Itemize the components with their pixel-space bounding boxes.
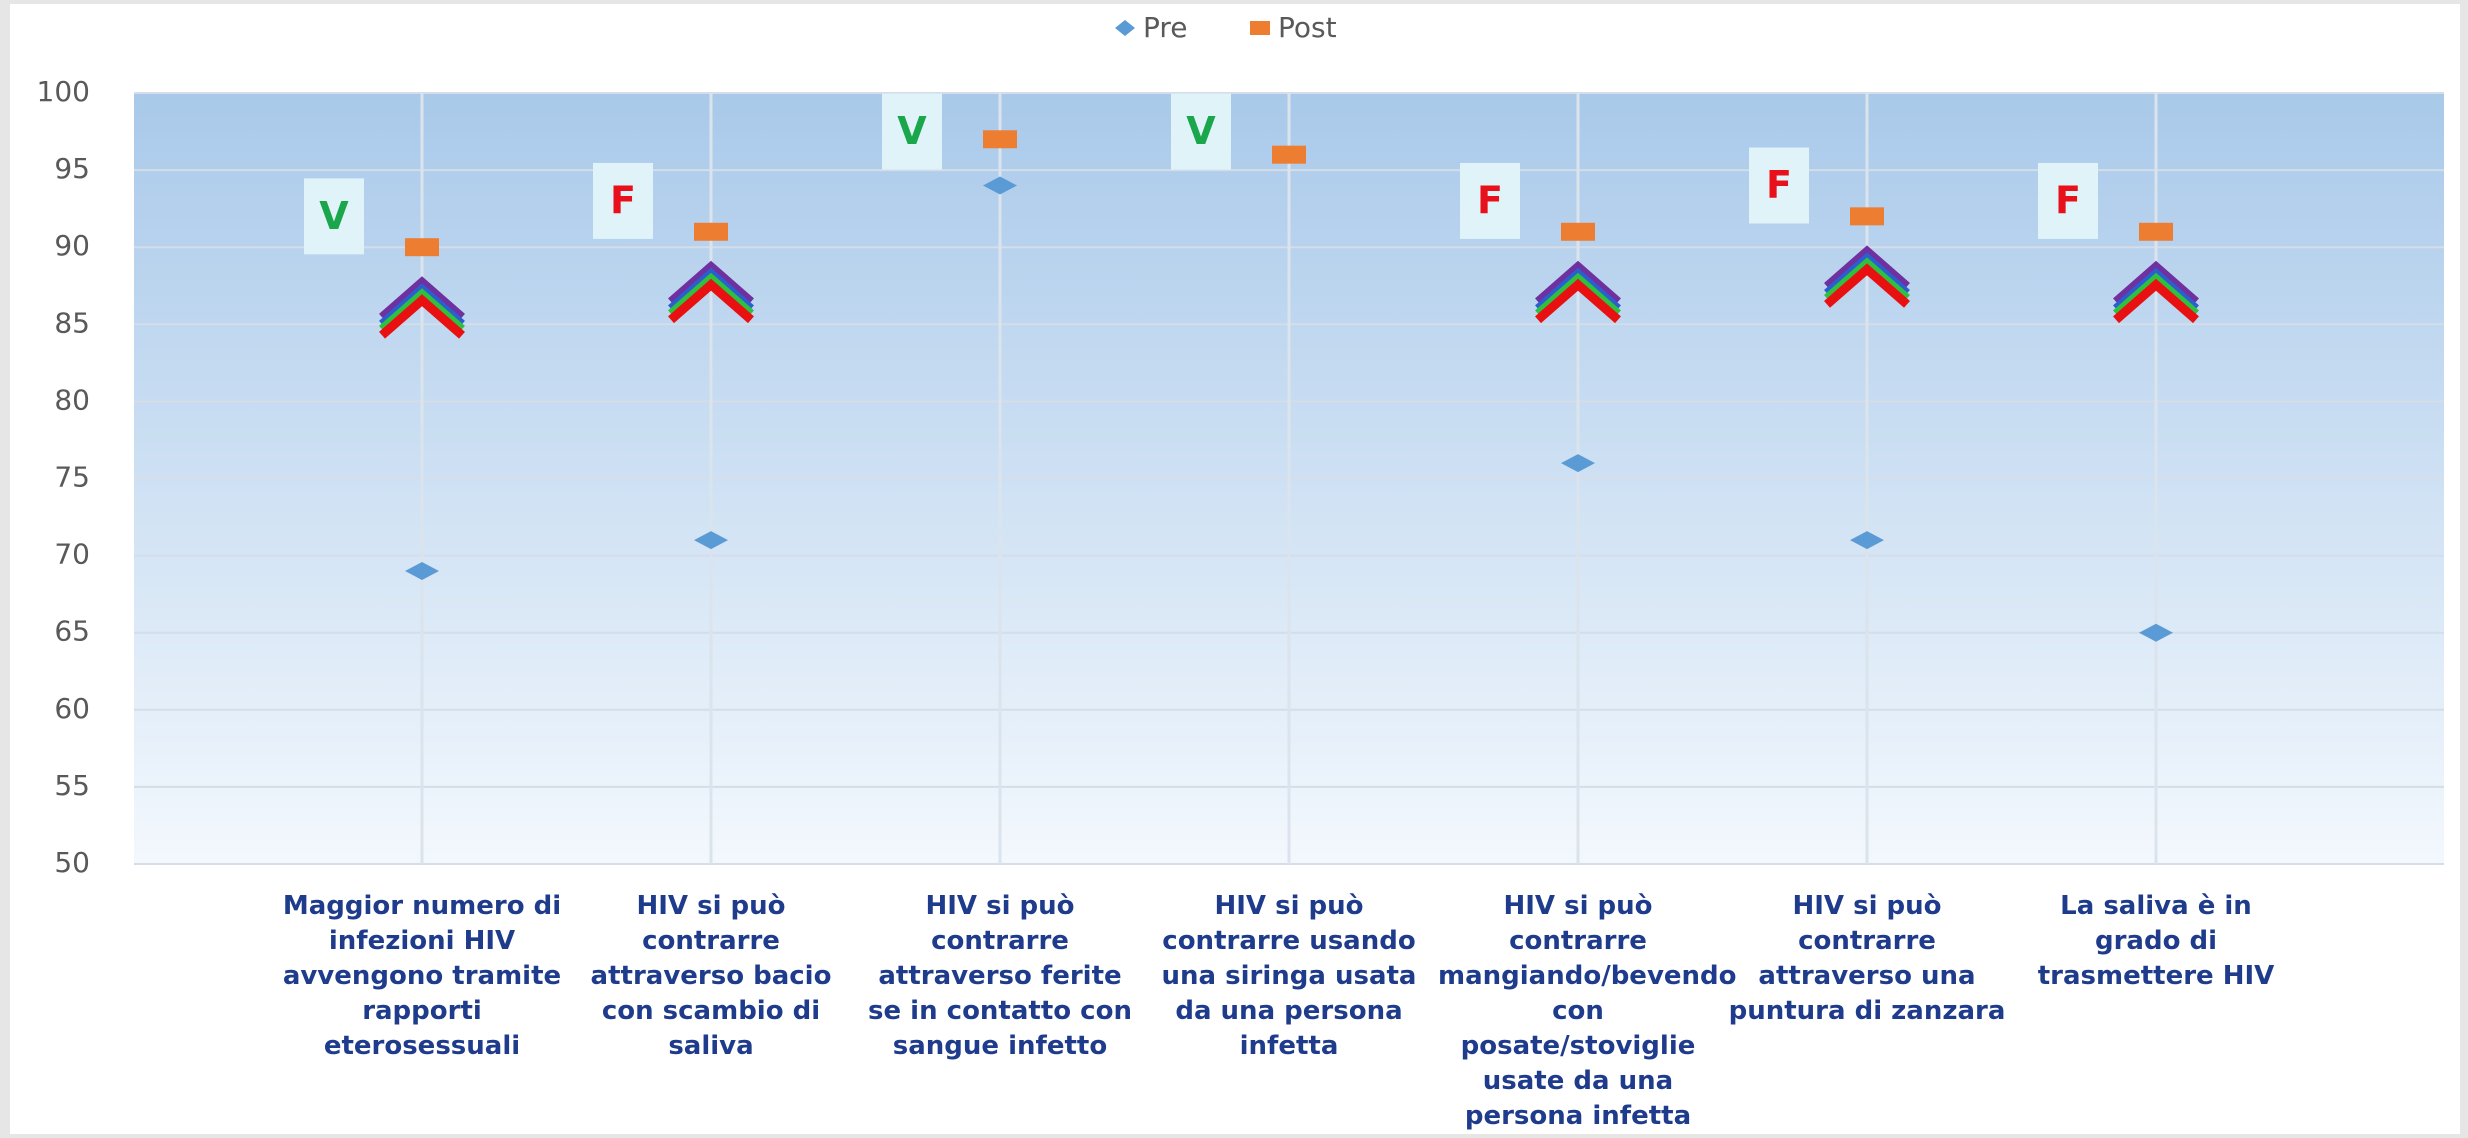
pre-marker bbox=[2139, 623, 2173, 642]
annotation-box bbox=[2038, 162, 2098, 239]
annotation: V bbox=[319, 194, 349, 238]
y-tick-label: 80 bbox=[54, 383, 90, 416]
y-tick-label: 90 bbox=[54, 229, 90, 262]
y-tick-label: 65 bbox=[54, 615, 90, 648]
arrow-head bbox=[1535, 272, 1621, 318]
arrow-head bbox=[1824, 257, 1910, 302]
annotation: F bbox=[2055, 178, 2081, 222]
post-marker bbox=[1850, 207, 1884, 226]
x-tick-label: Maggior numero di infezioni HIV avvengon… bbox=[282, 891, 562, 1061]
x-tick-label: HIV si può contrarre mangiando/bevendo c… bbox=[1438, 891, 1737, 1131]
chart-container: 50 55 60 65 70 75 80 85 90 95 100 Pre Post V F V V F F F Ma… bbox=[10, 4, 2460, 1134]
arrow-head bbox=[379, 276, 465, 321]
pre-marker bbox=[983, 176, 1017, 195]
pre-marker bbox=[694, 531, 728, 550]
arrow-head bbox=[668, 260, 754, 306]
arrow-head bbox=[1824, 263, 1910, 308]
pre-marker bbox=[1561, 454, 1595, 473]
x-tick-label: HIV si può contrarre attraverso una punt… bbox=[1728, 891, 2006, 1026]
legend-label: Post bbox=[1278, 11, 1337, 44]
annotation: F bbox=[1477, 178, 1503, 222]
y-tick-label: 60 bbox=[54, 692, 90, 725]
arrow-head bbox=[379, 294, 465, 339]
arrow-head bbox=[1824, 245, 1910, 290]
annotation-box bbox=[593, 162, 653, 239]
post-marker bbox=[1561, 222, 1595, 241]
annotation-box bbox=[1749, 147, 1809, 224]
x-tick-label: HIV si può contrarre usando una siringa … bbox=[1161, 891, 1417, 1061]
arrow-head bbox=[1535, 278, 1621, 324]
legend-marker bbox=[1115, 20, 1135, 36]
post-marker bbox=[694, 222, 728, 241]
annotation: F bbox=[610, 178, 636, 222]
arrow-head bbox=[2113, 272, 2199, 318]
x-tick-label: La saliva è in grado di trasmettere HIV bbox=[2037, 891, 2275, 991]
arrow-head bbox=[1535, 260, 1621, 306]
y-tick-label: 100 bbox=[37, 75, 90, 108]
arrow-head bbox=[2113, 278, 2199, 324]
arrow-head bbox=[668, 278, 754, 324]
y-tick-label: 75 bbox=[54, 461, 90, 494]
arrow-head bbox=[668, 272, 754, 318]
annotation: V bbox=[897, 109, 927, 153]
post-marker bbox=[2139, 222, 2173, 241]
y-tick-label: 70 bbox=[54, 538, 90, 571]
chart: 50 55 60 65 70 75 80 85 90 95 100 Pre Post V F V V F F F bbox=[37, 11, 2444, 879]
annotation-box bbox=[882, 93, 942, 170]
annotation-box bbox=[1460, 162, 1520, 239]
y-tick-label: 85 bbox=[54, 306, 90, 339]
post-marker bbox=[1272, 145, 1306, 164]
y-tick-label: 95 bbox=[54, 152, 90, 185]
x-tick-label: HIV si può contrarre attraverso bacio co… bbox=[590, 891, 832, 1061]
pre-marker bbox=[405, 562, 439, 581]
annotation-box bbox=[304, 178, 364, 255]
annotation: V bbox=[1186, 109, 1216, 153]
legend-marker bbox=[1250, 21, 1270, 35]
annotation: F bbox=[1766, 163, 1792, 207]
post-marker bbox=[983, 130, 1017, 149]
legend-label: Pre bbox=[1143, 11, 1188, 44]
arrow-head bbox=[379, 288, 465, 333]
pre-marker bbox=[1850, 531, 1884, 550]
post-marker bbox=[405, 238, 439, 257]
arrow-head bbox=[2113, 260, 2199, 306]
y-tick-label: 50 bbox=[54, 846, 90, 879]
x-tick-label: HIV si può contrarre attraverso ferite s… bbox=[868, 891, 1132, 1061]
y-tick-label: 55 bbox=[54, 769, 90, 802]
annotation-box bbox=[1171, 93, 1231, 170]
